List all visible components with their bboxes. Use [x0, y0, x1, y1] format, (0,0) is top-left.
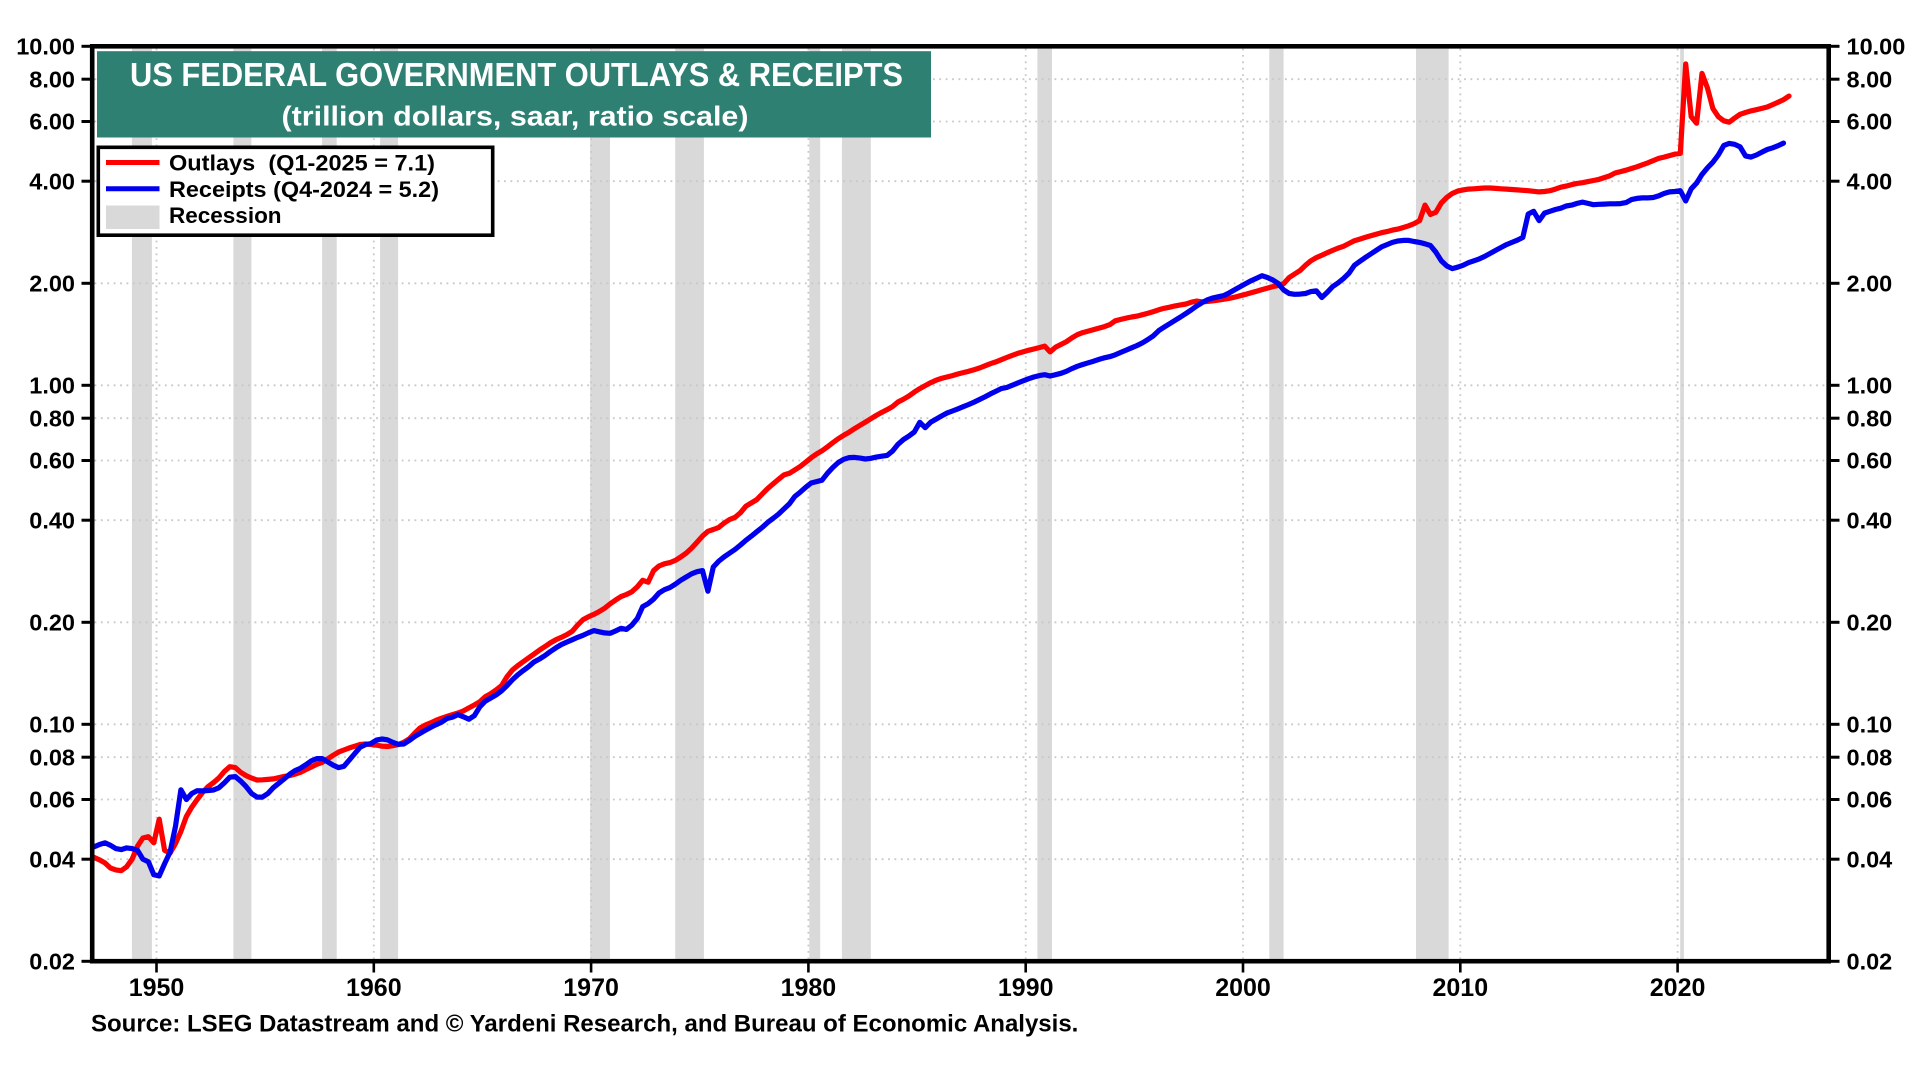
svg-text:0.02: 0.02: [29, 949, 75, 975]
svg-text:0.04: 0.04: [1847, 846, 1893, 872]
svg-text:0.40: 0.40: [1847, 507, 1893, 533]
svg-text:2.00: 2.00: [29, 271, 75, 297]
svg-text:10.00: 10.00: [1847, 34, 1906, 60]
svg-text:1970: 1970: [563, 974, 619, 1002]
svg-text:4.00: 4.00: [29, 168, 75, 194]
svg-text:1980: 1980: [781, 974, 837, 1002]
svg-text:2000: 2000: [1215, 974, 1271, 1002]
svg-text:0.60: 0.60: [29, 448, 75, 474]
svg-text:0.04: 0.04: [29, 846, 75, 872]
svg-text:0.20: 0.20: [29, 610, 75, 636]
svg-text:0.10: 0.10: [29, 712, 75, 738]
svg-text:8.00: 8.00: [1847, 66, 1893, 92]
svg-text:2.00: 2.00: [1847, 271, 1893, 297]
svg-text:0.10: 0.10: [1847, 712, 1893, 738]
svg-text:8.00: 8.00: [29, 66, 75, 92]
svg-text:0.60: 0.60: [1847, 448, 1893, 474]
svg-text:Recession: Recession: [169, 203, 282, 228]
svg-text:0.20: 0.20: [1847, 610, 1893, 636]
svg-text:0.80: 0.80: [29, 405, 75, 431]
svg-text:1990: 1990: [998, 974, 1054, 1002]
svg-text:0.80: 0.80: [1847, 405, 1893, 431]
svg-text:6.00: 6.00: [29, 109, 75, 135]
svg-text:2020: 2020: [1650, 974, 1706, 1002]
svg-text:6.00: 6.00: [1847, 109, 1893, 135]
svg-text:0.40: 0.40: [29, 507, 75, 533]
svg-text:1.00: 1.00: [1847, 373, 1893, 399]
svg-text:0.08: 0.08: [29, 744, 75, 770]
svg-text:1.00: 1.00: [29, 373, 75, 399]
svg-text:2010: 2010: [1432, 974, 1488, 1002]
svg-text:US FEDERAL GOVERNMENT OUTLAYS: US FEDERAL GOVERNMENT OUTLAYS & RECEIPTS: [130, 56, 903, 93]
svg-text:10.00: 10.00: [16, 34, 75, 60]
svg-text:0.02: 0.02: [1847, 949, 1893, 975]
svg-text:(trillion dollars, saar, ratio: (trillion dollars, saar, ratio scale): [282, 101, 749, 132]
svg-text:0.08: 0.08: [1847, 744, 1893, 770]
svg-text:4.00: 4.00: [1847, 168, 1893, 194]
svg-text:0.06: 0.06: [29, 787, 75, 813]
svg-text:1960: 1960: [346, 974, 402, 1002]
svg-text:Receipts (Q4-2024 = 5.2): Receipts (Q4-2024 = 5.2): [169, 177, 439, 202]
svg-text:Outlays (Q1-2025 = 7.1): Outlays (Q1-2025 = 7.1): [169, 151, 435, 176]
svg-text:1950: 1950: [129, 974, 185, 1002]
svg-text:0.06: 0.06: [1847, 787, 1893, 813]
svg-text:Source: LSEG Datastream and ©: Source: LSEG Datastream and © Yardeni Re…: [91, 1011, 1078, 1038]
